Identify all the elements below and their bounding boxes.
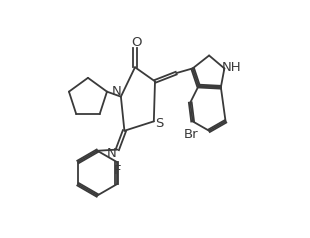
Text: S: S <box>156 117 164 130</box>
Text: N: N <box>107 147 116 160</box>
Text: F: F <box>114 164 122 177</box>
Text: N: N <box>111 85 121 99</box>
Text: Br: Br <box>184 128 199 141</box>
Text: NH: NH <box>222 61 241 74</box>
Text: O: O <box>131 36 141 49</box>
